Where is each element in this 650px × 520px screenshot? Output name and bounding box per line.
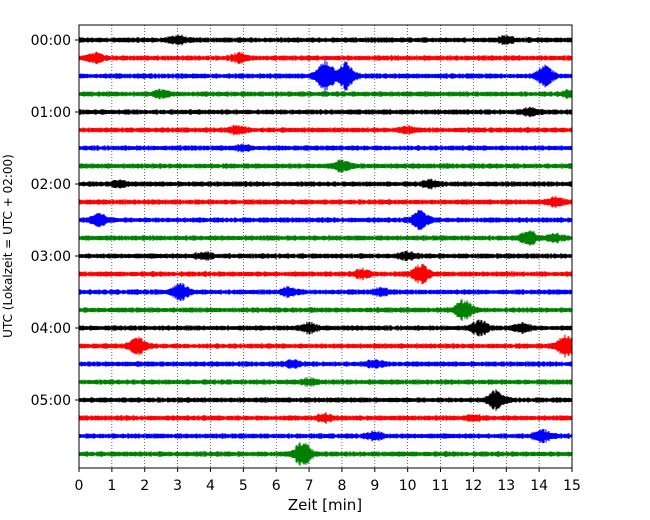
trace-row	[78, 263, 573, 285]
y-tick-label: 04:00	[31, 321, 71, 337]
trace-row	[78, 60, 573, 92]
y-tick-label: 05:00	[31, 393, 71, 409]
trace-row	[78, 250, 573, 262]
trace-row	[78, 230, 573, 246]
x-tick-label: 1	[107, 478, 116, 494]
trace-row	[78, 124, 573, 136]
x-tick-label: 9	[370, 478, 379, 494]
trace-row	[78, 359, 573, 369]
trace-row	[78, 389, 573, 411]
x-tick-label: 15	[563, 478, 581, 494]
y-tick-label: 01:00	[31, 105, 71, 121]
trace-row	[78, 428, 573, 444]
trace-row	[78, 319, 573, 337]
trace-row	[78, 143, 573, 153]
x-tick-label: 0	[75, 478, 84, 494]
x-tick-label: 3	[173, 478, 182, 494]
y-axis-ticks: 00:00 01:00 02:00 03:00 04:00 05:00	[31, 33, 79, 409]
trace-row	[78, 34, 573, 46]
trace-row	[78, 334, 573, 358]
x-tick-label: 5	[239, 478, 248, 494]
vertical-grid	[111, 25, 540, 468]
trace-row	[78, 283, 573, 301]
trace-row	[78, 377, 573, 387]
x-axis-ticks: 0 1 2 3 4 5 6 7 8 9 10 11 12 13 14 15	[75, 468, 581, 494]
x-tick-label: 13	[497, 478, 515, 494]
x-tick-label: 7	[305, 478, 314, 494]
x-tick-label: 4	[206, 478, 215, 494]
trace-row	[78, 412, 573, 424]
seismic-traces	[78, 34, 573, 466]
trace-row	[78, 209, 573, 231]
x-tick-label: 10	[399, 478, 417, 494]
x-tick-label: 11	[432, 478, 450, 494]
trace-row	[78, 51, 573, 65]
y-axis-label: UTC (Lokalzeit = UTC + 02:00)	[1, 154, 15, 338]
y-tick-label: 03:00	[31, 249, 71, 265]
x-tick-label: 14	[530, 478, 548, 494]
plot-frame	[78, 24, 573, 469]
x-axis-label: Zeit [min]	[288, 496, 362, 514]
trace-row	[78, 442, 573, 466]
x-tick-label: 8	[337, 478, 346, 494]
trace-row	[78, 106, 573, 118]
x-tick-label: 2	[140, 478, 149, 494]
y-tick-label: 02:00	[31, 177, 71, 193]
y-tick-label: 00:00	[31, 33, 71, 49]
trace-row	[78, 178, 573, 190]
trace-row	[78, 159, 573, 173]
x-tick-label: 6	[272, 478, 281, 494]
trace-row	[78, 196, 573, 208]
trace-row	[78, 299, 573, 321]
x-tick-label: 12	[464, 478, 482, 494]
trace-row	[78, 88, 573, 100]
